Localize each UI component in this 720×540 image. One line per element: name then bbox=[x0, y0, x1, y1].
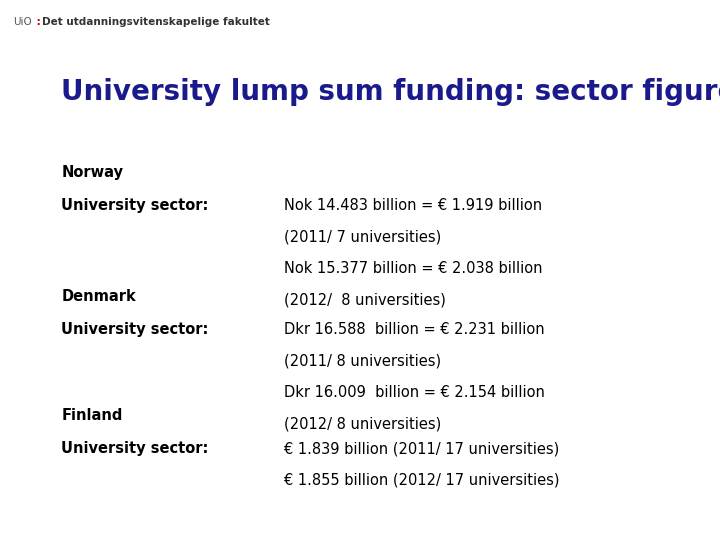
Text: University lump sum funding: sector figures: University lump sum funding: sector figu… bbox=[61, 78, 720, 106]
Text: University sector:: University sector: bbox=[61, 198, 209, 213]
Text: (2012/ 8 universities): (2012/ 8 universities) bbox=[284, 416, 441, 431]
Text: (2012/  8 universities): (2012/ 8 universities) bbox=[284, 292, 446, 307]
Text: (2011/ 8 universities): (2011/ 8 universities) bbox=[284, 354, 441, 369]
Text: :: : bbox=[33, 17, 45, 28]
Text: Nok 15.377 billion = € 2.038 billion: Nok 15.377 billion = € 2.038 billion bbox=[284, 261, 543, 276]
Text: € 1.855 billion (2012/ 17 universities): € 1.855 billion (2012/ 17 universities) bbox=[284, 472, 560, 488]
Text: Nok 14.483 billion = € 1.919 billion: Nok 14.483 billion = € 1.919 billion bbox=[284, 198, 543, 213]
Text: Det utdanningsvitenskapelige fakultet: Det utdanningsvitenskapelige fakultet bbox=[42, 17, 269, 28]
Text: Denmark: Denmark bbox=[61, 289, 136, 304]
Text: Norway: Norway bbox=[61, 165, 123, 180]
Text: University sector:: University sector: bbox=[61, 322, 209, 338]
Text: € 1.839 billion (2011/ 17 universities): € 1.839 billion (2011/ 17 universities) bbox=[284, 441, 559, 456]
Text: Dkr 16.009  billion = € 2.154 billion: Dkr 16.009 billion = € 2.154 billion bbox=[284, 385, 545, 400]
Text: University sector:: University sector: bbox=[61, 441, 209, 456]
Text: Finland: Finland bbox=[61, 408, 122, 423]
Text: Dkr 16.588  billion = € 2.231 billion: Dkr 16.588 billion = € 2.231 billion bbox=[284, 322, 545, 338]
Text: UiO: UiO bbox=[13, 17, 32, 28]
Text: (2011/ 7 universities): (2011/ 7 universities) bbox=[284, 230, 441, 245]
